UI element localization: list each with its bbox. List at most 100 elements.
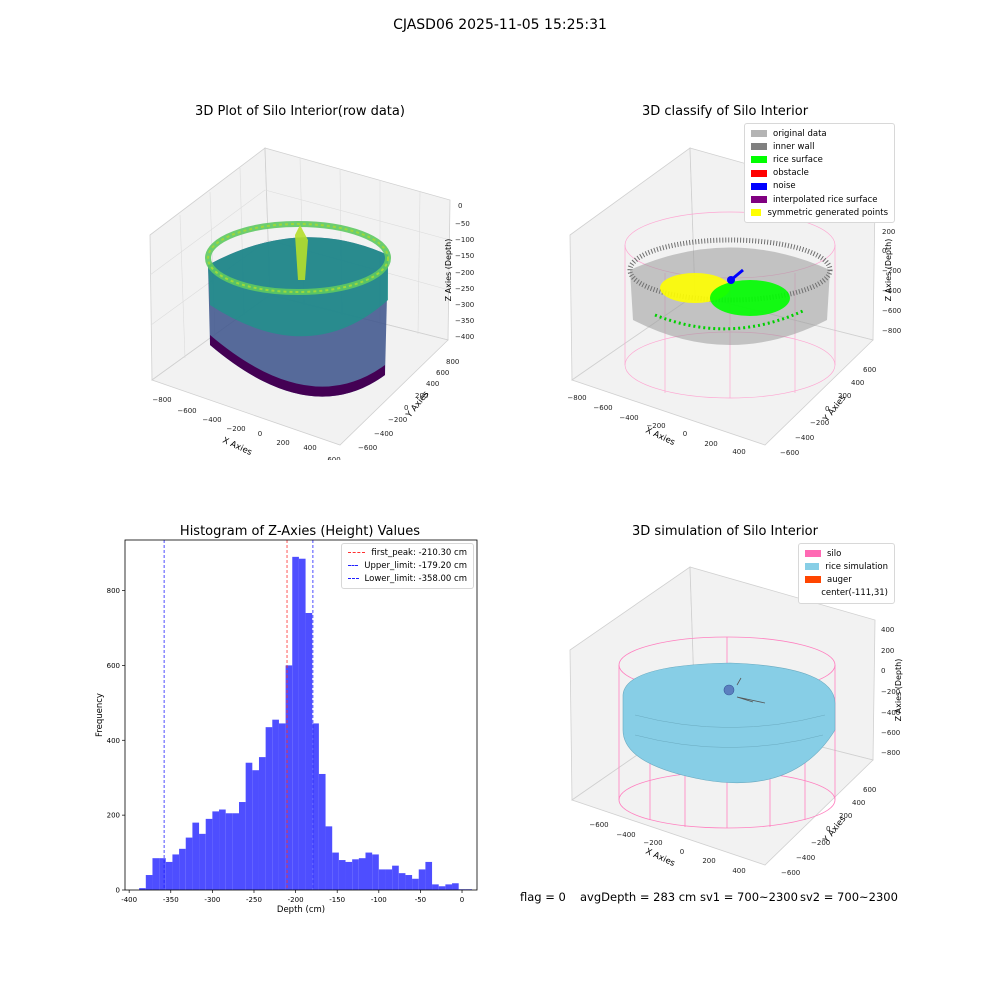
p4-ztick: −600 <box>881 729 900 737</box>
p2-zlabel: Z Axies (Depth) <box>884 239 893 302</box>
legend-swatch <box>751 143 767 151</box>
p1-ytick: −600 <box>358 444 377 452</box>
p4-ytick: 400 <box>852 799 865 807</box>
legend-item: first_peak: -210.30 cm <box>348 546 467 559</box>
histogram-bar <box>418 869 426 890</box>
x-tick-label: -200 <box>288 896 304 904</box>
plot1-3d-raw: −800 −600 −400 −200 0 200 400 600 X Axie… <box>149 147 474 460</box>
histogram-bar <box>285 665 293 890</box>
p4-xtick: 200 <box>702 857 715 865</box>
x-tick-label: 0 <box>460 896 464 904</box>
legend-label: original data <box>773 128 827 139</box>
histogram-bar <box>392 865 399 890</box>
histogram-bar <box>325 826 333 890</box>
y-tick-label: 600 <box>107 662 120 670</box>
histogram-bar <box>179 848 186 890</box>
histogram-bar <box>432 884 439 890</box>
legend-item: center(-111,31) <box>805 587 888 600</box>
legend-item: original data <box>751 127 888 140</box>
sv2-text: sv2 = 700~2300 <box>800 890 898 904</box>
legend-swatch <box>751 156 767 164</box>
figure-title: CJASD06 2025-11-05 15:25:31 <box>393 17 607 33</box>
legend-item: symmetric generated points <box>751 206 888 219</box>
p1-ztick: −350 <box>455 317 474 325</box>
p2-ztick: 200 <box>882 228 895 236</box>
histogram-reference-lines <box>163 540 314 890</box>
legend-swatch <box>805 590 815 597</box>
p1-xtick: 600 <box>327 456 340 460</box>
legend-label: Upper_limit: -179.20 cm <box>364 560 467 571</box>
p2-ytick: 400 <box>851 379 864 387</box>
p2-ztick: 0 <box>882 247 886 255</box>
legend-item: noise <box>751 180 888 193</box>
p1-ztick: −250 <box>455 285 474 293</box>
legend-swatch <box>348 565 359 567</box>
p1-xtick: −200 <box>226 425 245 433</box>
legend-swatch <box>805 550 821 558</box>
histogram-bar <box>398 873 406 890</box>
p4-ytick: −200 <box>811 839 830 847</box>
p1-ztick: −50 <box>455 220 470 228</box>
y-tick-label: 400 <box>107 737 120 745</box>
legend-swatch <box>751 196 767 204</box>
x-tick-label: -300 <box>204 896 220 904</box>
histogram-bar <box>385 869 393 890</box>
y-tick-label: 0 <box>116 887 120 895</box>
p2-ytick: −600 <box>780 449 799 457</box>
p2-xtick: 0 <box>683 430 687 438</box>
histogram-bar <box>139 888 146 890</box>
classify-legend: original data inner wall rice surface ob… <box>744 123 895 224</box>
p2-ztick: −200 <box>882 267 901 275</box>
histogram-bar <box>305 612 313 890</box>
p1-ytick: 0 <box>404 404 408 412</box>
histogram-bar <box>438 886 446 890</box>
x-tick-label: -400 <box>121 896 137 904</box>
p2-ztick: −400 <box>882 287 901 295</box>
legend-label: rice surface <box>773 154 823 165</box>
histogram-bar <box>252 770 259 890</box>
legend-label: rice simulation <box>825 561 888 572</box>
histogram-bars <box>139 556 473 890</box>
histogram-bar <box>172 854 180 890</box>
p4-ztick: −400 <box>881 709 900 717</box>
plot4-title: 3D simulation of Silo Interior <box>632 524 818 539</box>
p1-xtick: −800 <box>152 396 171 404</box>
sv1-text: sv1 = 700~2300 <box>700 890 798 904</box>
legend-swatch <box>751 209 762 217</box>
x-tick-label: -100 <box>371 896 387 904</box>
legend-label: obstacle <box>773 168 809 179</box>
p1-ztick: −300 <box>455 301 474 309</box>
histogram-bar <box>412 878 419 890</box>
p4-ztick: −200 <box>881 688 900 696</box>
histogram-bar <box>239 802 246 890</box>
y-tick-label: 800 <box>107 587 120 595</box>
legend-swatch <box>751 130 767 138</box>
histogram-bar <box>232 813 240 890</box>
histogram-bar <box>318 773 326 890</box>
hist-xlabel: Depth (cm) <box>277 905 325 915</box>
histogram-bar <box>185 837 193 890</box>
legend-label: center(-111,31) <box>821 588 888 599</box>
x-tick-label: -350 <box>163 896 179 904</box>
legend-item: obstacle <box>751 167 888 180</box>
p4-ytick: 0 <box>826 825 830 833</box>
raw-point-cloud <box>205 221 391 397</box>
legend-label: silo <box>827 548 842 559</box>
p1-ytick: 800 <box>446 358 459 366</box>
histogram-bar <box>445 884 453 890</box>
legend-label: interpolated rice surface <box>773 194 878 205</box>
legend-item: Lower_limit: -358.00 cm <box>348 572 467 585</box>
histogram-bar <box>452 883 459 890</box>
hist-x-ticks: -400 -350 -300 -250 -200 -150 -100 -50 0 <box>121 890 464 904</box>
histogram-bar <box>258 757 266 890</box>
avg-depth-text: avgDepth = 283 cm <box>580 890 697 904</box>
histogram-bar <box>405 875 413 890</box>
p1-ztick: −100 <box>455 236 474 244</box>
legend-item: interpolated rice surface <box>751 193 888 206</box>
legend-item: inner wall <box>751 140 888 153</box>
plot2-3d-classify: −800 −600 −400 −200 0 200 400 X Axies −6… <box>567 147 901 457</box>
histogram-bar <box>159 858 166 890</box>
y-tick-label: 200 <box>107 812 120 820</box>
p4-xtick: −200 <box>643 839 662 847</box>
histogram-bar <box>352 859 359 890</box>
